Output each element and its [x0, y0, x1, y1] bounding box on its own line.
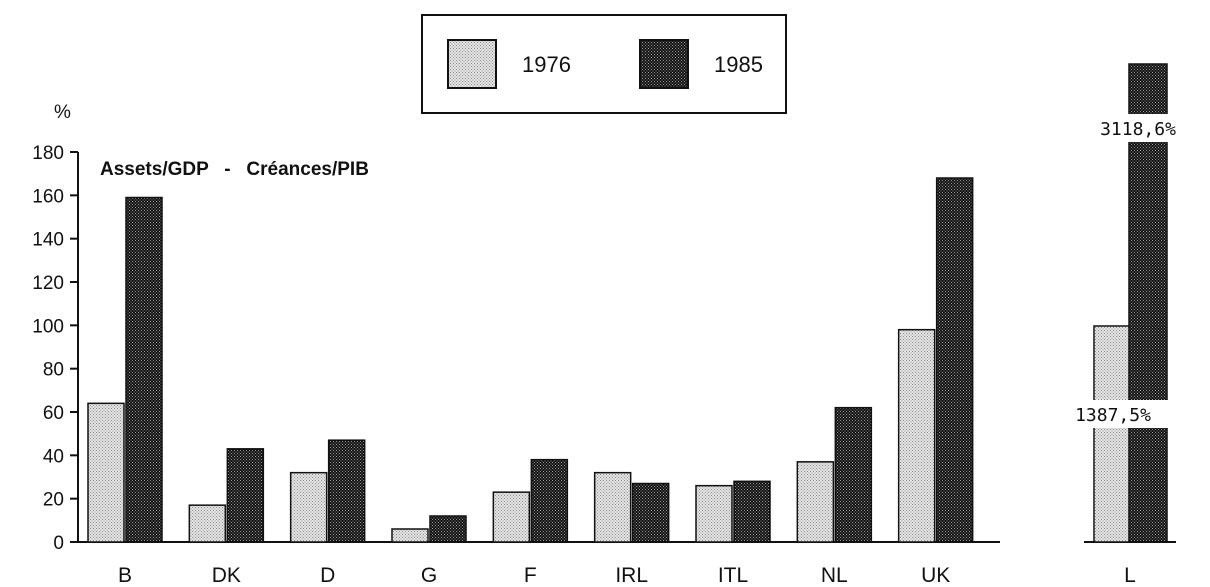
outlier-value-1976: 1387,5% — [1075, 405, 1151, 426]
x-category-label: G — [421, 564, 437, 587]
legend-label-1985: 1985 — [714, 52, 763, 77]
y-tick-label: 100 — [32, 316, 64, 337]
bar-1976 — [593, 471, 632, 543]
outlier-value-1985: 3118,6% — [1100, 119, 1176, 140]
x-category-label: B — [118, 564, 132, 587]
x-category-label: F — [524, 564, 537, 587]
y-tick-label: 0 — [53, 533, 64, 554]
y-tick-label: 160 — [32, 186, 64, 207]
x-category-label: IRL — [615, 564, 648, 587]
bar-1976 — [492, 491, 531, 543]
bar-1985 — [327, 439, 366, 543]
x-category-label: UK — [921, 564, 950, 587]
chart-title: Assets/GDP - Créances/PIB — [100, 159, 369, 180]
bar-1976 — [796, 461, 835, 543]
bar-1985 — [125, 196, 163, 543]
y-axis-unit: % — [54, 102, 71, 123]
bar-1976 — [289, 471, 328, 543]
legend-swatch-1985 — [639, 39, 689, 89]
x-category-label-outlier: L — [1124, 564, 1136, 587]
y-tick-label: 120 — [32, 273, 64, 294]
x-category-label: DK — [212, 564, 241, 587]
y-tick-label: 180 — [32, 143, 64, 164]
bar-1985 — [733, 480, 771, 543]
bar-1976 — [391, 528, 429, 543]
bar-1985 — [429, 515, 467, 543]
bar-1985 — [834, 406, 873, 543]
bar-1985 — [226, 448, 265, 543]
bar-1985 — [935, 177, 974, 543]
bars — [87, 63, 1168, 543]
legend-swatch-1976 — [447, 39, 497, 89]
bar-1976 — [188, 504, 227, 543]
outlier-label-bg-1976 — [1056, 400, 1174, 428]
y-tick-label: 20 — [43, 490, 64, 511]
y-tick-label: 80 — [43, 360, 64, 381]
bar-1985-outlier — [1128, 63, 1168, 543]
bar-1985 — [631, 482, 670, 543]
legend-label-1976: 1976 — [522, 52, 571, 77]
outlier-label-bg-1985 — [1066, 114, 1208, 142]
legend: 1976 1985 — [421, 14, 787, 114]
y-tick-label: 140 — [32, 230, 64, 251]
bar-1976 — [87, 402, 125, 543]
y-tick-label: 40 — [43, 446, 64, 467]
bar-1985 — [530, 458, 569, 543]
y-tick-label: 60 — [43, 403, 64, 424]
bar-1976 — [897, 328, 936, 543]
x-category-label: D — [320, 564, 335, 587]
x-category-label: ITL — [718, 564, 748, 587]
bar-1976 — [695, 484, 733, 543]
labels: 0 20 40 60 80 100 120 140 160 180 B DK D G F IRL ITL NL UK… — [32, 114, 1208, 587]
x-category-label: NL — [821, 564, 848, 587]
bar-1976-outlier — [1093, 325, 1133, 543]
